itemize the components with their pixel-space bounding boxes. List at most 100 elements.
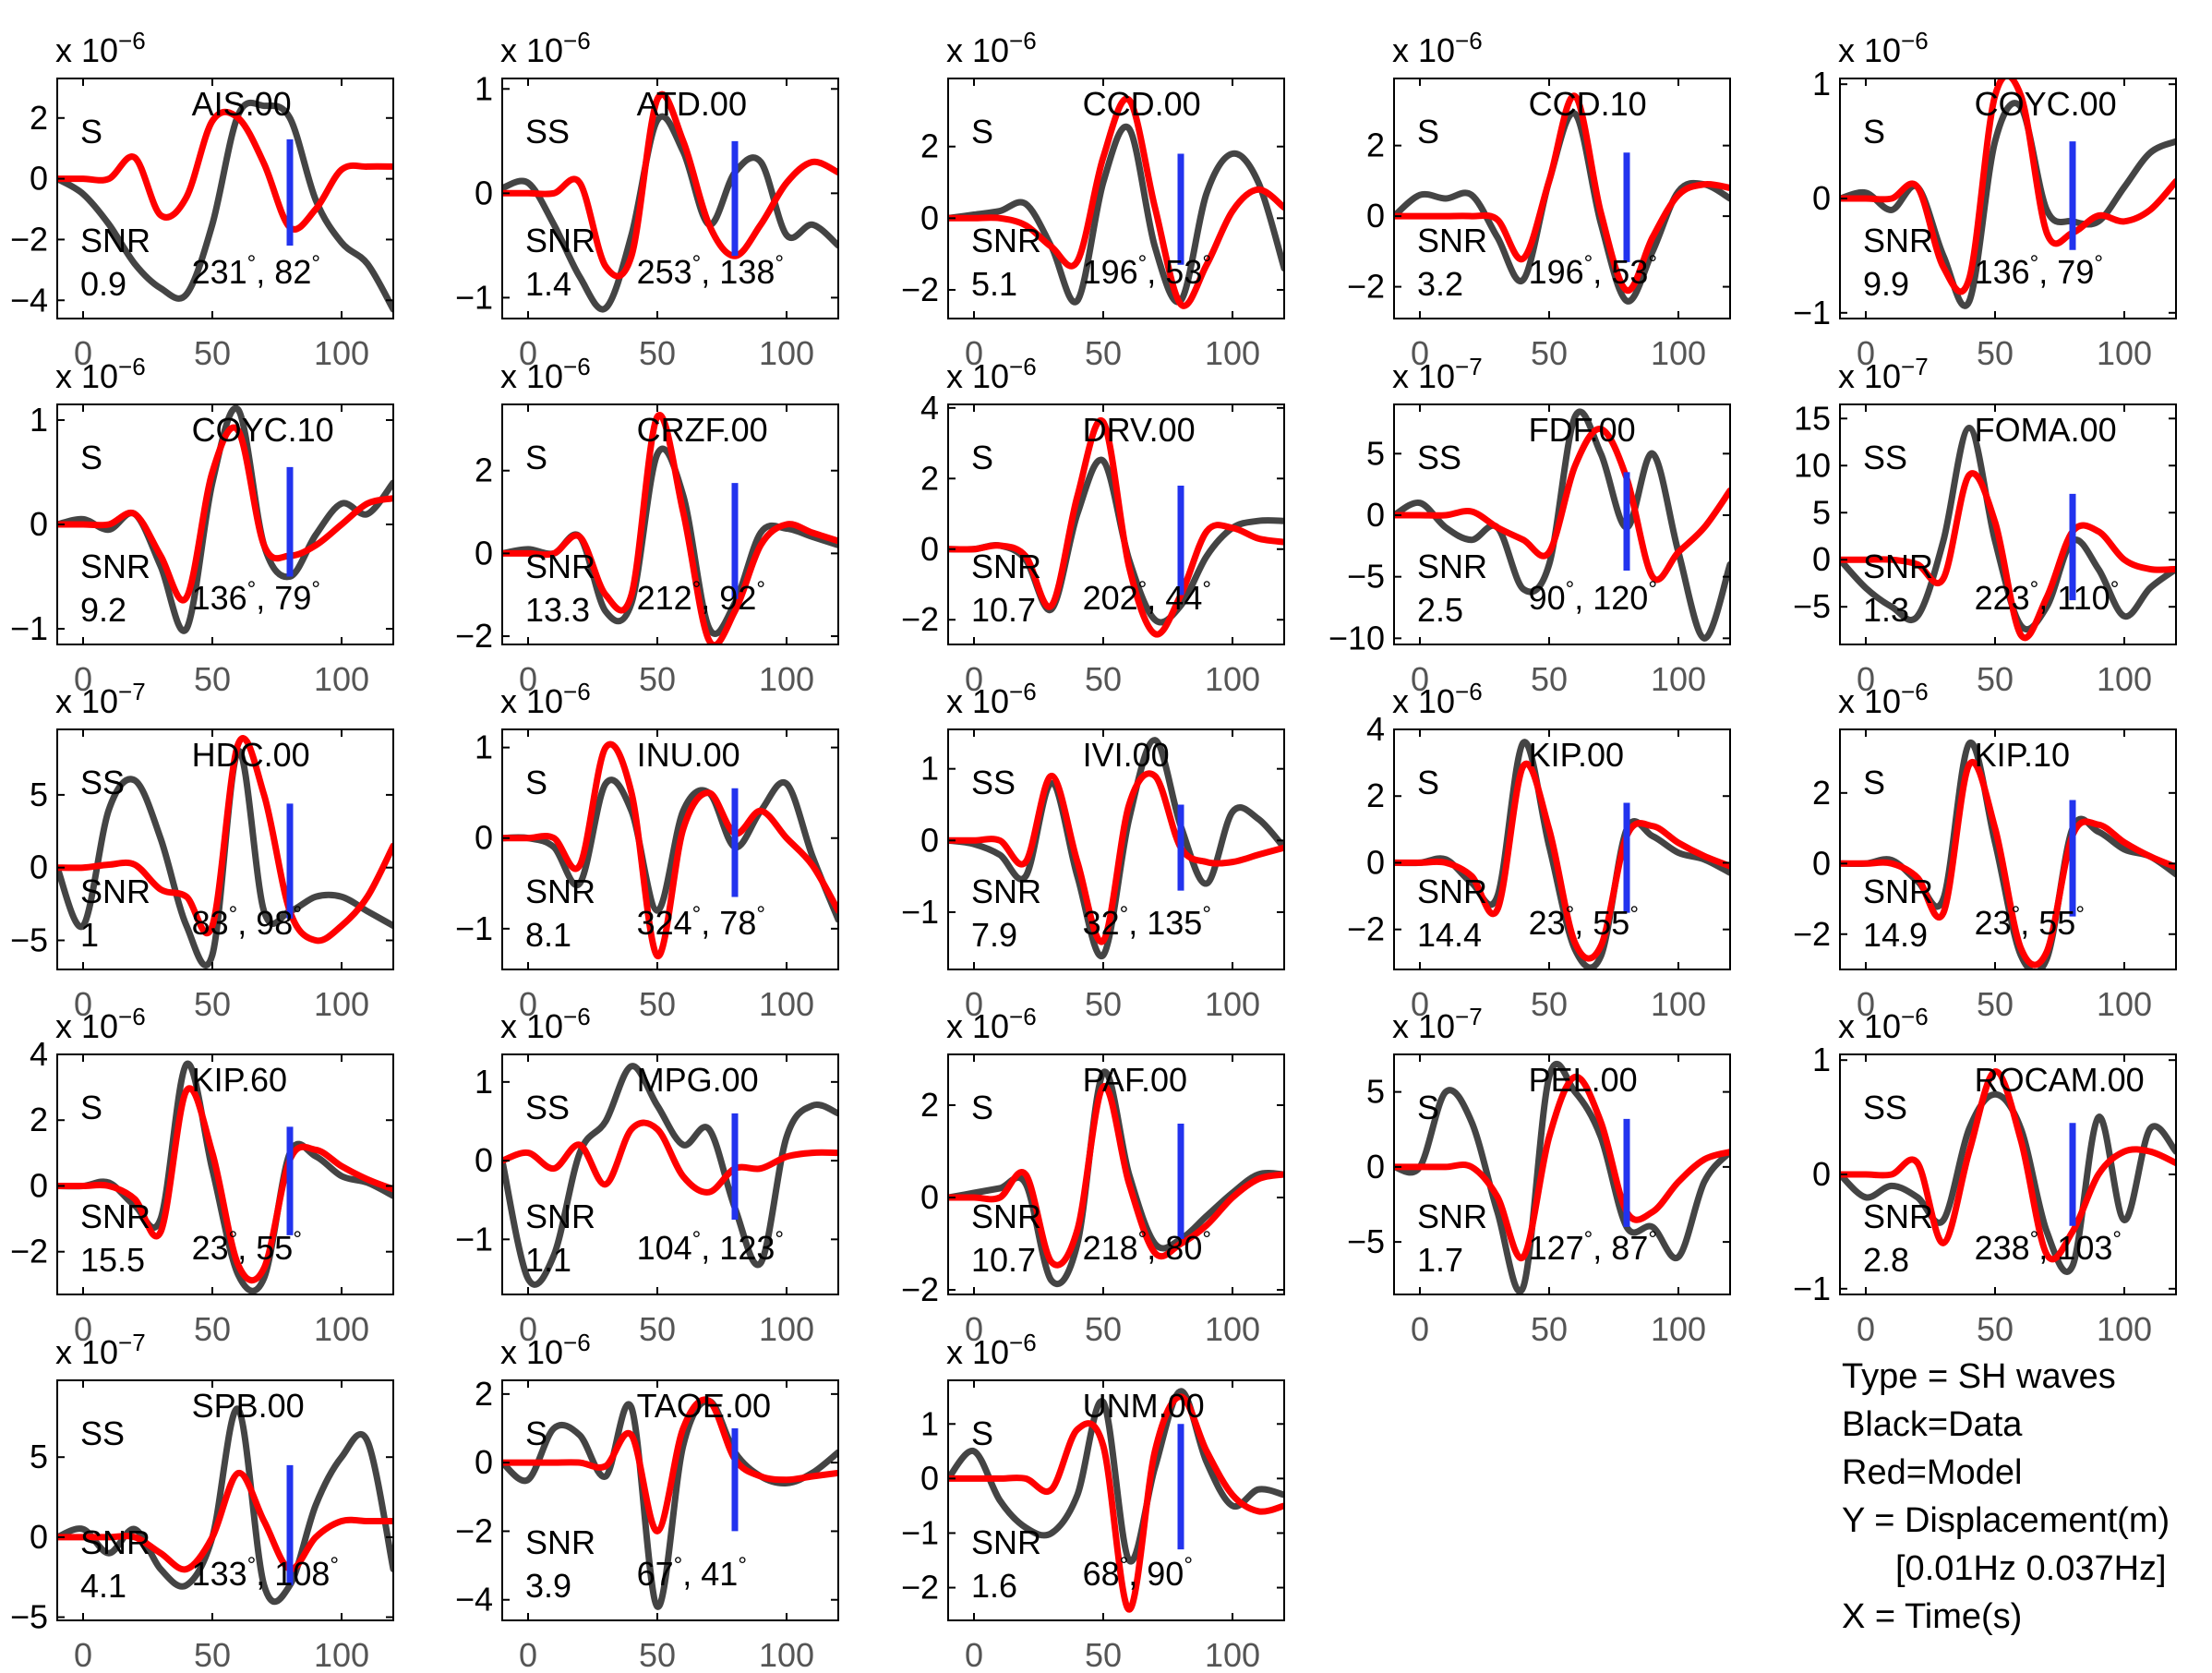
x-tick-label: 50 [639,1310,676,1348]
separator: , [1128,1555,1147,1593]
x-tick-label: 0 [965,1636,983,1673]
snr-value: 9.9 [1863,265,1909,303]
y-tick-label: 1 [475,1063,493,1101]
data-trace [502,1063,838,1288]
degree-sign: ° [1648,251,1657,276]
y-tick-label: 1 [475,728,493,766]
azimuth-value: 90 [1529,579,1566,617]
y-tick-label: −1 [1793,1270,1831,1307]
station-label: ATD.00 [637,85,747,123]
angle-label: 218°, 80° [1083,1227,1211,1267]
exponent-label: x 10−7 [55,678,146,720]
x-tick-label: 50 [1531,1310,1568,1348]
snr-value: 1 [80,916,99,954]
x-tick-label: 0 [965,985,983,1023]
angle-label: 83°, 98° [192,902,302,942]
model-trace [502,412,838,644]
exponent-base: x 10 [1392,1007,1455,1045]
snr-value: 2.5 [1417,591,1463,629]
axes-box [1839,403,2177,645]
exponent-label: x 10−6 [946,1003,1037,1045]
exponent-power: −6 [1009,353,1037,380]
axes-box [501,1053,839,1295]
data-trace [502,113,838,313]
data-trace [502,776,838,923]
x-tick-label: 0 [74,985,92,1023]
phase-label: S [1417,764,1439,801]
y-tick-label: −10 [1328,619,1385,656]
model-trace [948,1393,1284,1613]
exponent-base: x 10 [55,31,118,69]
y-tick-label: 0 [1812,540,1831,578]
y-tick-label: 4 [920,389,939,427]
degree-sign: ° [1648,577,1657,602]
y-tick-label: 1 [920,750,939,788]
model-trace [948,1083,1284,1269]
station-label: DRV.00 [1083,411,1196,449]
y-tick-label: 10 [1794,446,1831,484]
y-tick-label: −5 [1347,1222,1385,1260]
degree-sign: ° [674,1553,683,1578]
x-tick-label: 50 [194,1310,231,1348]
exponent-label: x 10−6 [55,1003,146,1045]
y-tick-label: 0 [1366,197,1385,235]
exponent-power: −7 [1455,353,1483,380]
separator: , [2020,904,2038,942]
y-tick-label: 2 [475,1375,493,1413]
exponent-power: −6 [1455,27,1483,54]
takeoff-value: 123 [719,1229,775,1267]
y-tick-label: 0 [920,1178,939,1216]
model-trace [1840,759,2176,969]
phase-label: S [1863,764,1885,801]
model-trace [1394,426,1730,584]
x-tick-label: 0 [74,660,92,698]
data-trace [948,1388,1284,1565]
angle-label: 253°, 138° [637,251,784,291]
azimuth-value: 136 [192,579,247,617]
angle-label: 238°, 103° [1975,1227,2122,1267]
y-tick-label: 15 [1794,399,1831,437]
takeoff-value: 78 [719,904,756,942]
model-trace [502,740,838,959]
exponent-label: x 10−7 [1392,1003,1483,1045]
azimuth-value: 212 [637,579,692,617]
azimuth-value: 23 [192,1229,229,1267]
separator: , [1593,253,1611,291]
phase-label: S [80,1089,102,1126]
model-trace [1840,78,2176,295]
exponent-power: −7 [118,1329,146,1356]
traces [1394,1060,1730,1294]
azimuth-value: 253 [637,253,692,291]
y-tick-label: 2 [1366,776,1385,814]
exponent-power: −6 [118,27,146,54]
separator: , [1574,904,1593,942]
phase-label: SS [525,1089,570,1126]
x-tick-label: 100 [1205,985,1260,1023]
snr-label: SNR [971,1198,1041,1235]
snr-label: SNR [525,548,595,585]
degree-sign: ° [756,577,765,602]
axes-box [1393,1053,1731,1295]
azimuth-value: 23 [1529,904,1566,942]
azimuth-value: 136 [1975,253,2030,291]
x-tick-label: 50 [1085,1310,1122,1348]
x-tick-label: 100 [1651,1310,1706,1348]
y-tick-label: 0 [475,1443,493,1481]
data-trace [1394,1060,1730,1294]
angle-label: 196°, 53° [1529,251,1657,291]
y-tick-label: −2 [901,1569,939,1607]
degree-sign: ° [1202,251,1211,276]
separator: , [701,253,719,291]
exponent-power: −6 [118,1003,146,1030]
y-tick-label: 2 [30,1101,48,1138]
station-label: MPG.00 [637,1061,759,1099]
exponent-power: −6 [1901,27,1929,54]
degree-sign: ° [311,251,320,276]
